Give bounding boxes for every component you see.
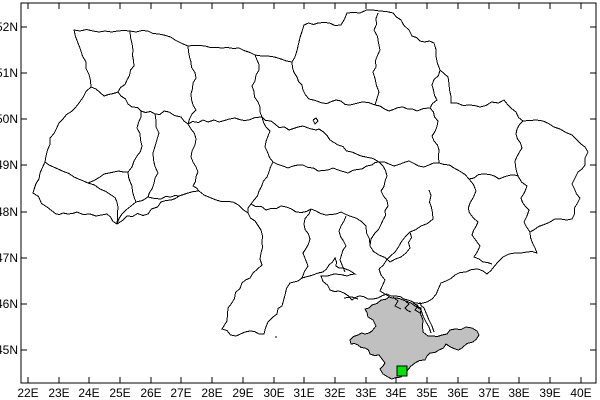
coast-detail: [343, 296, 359, 300]
oblast-boundary: [378, 189, 434, 270]
coast-detail: [392, 296, 402, 310]
y-axis-tick-label: 45N: [0, 343, 18, 357]
x-axis-tick-label: 28E: [201, 386, 222, 400]
oblast-boundary: [247, 116, 274, 213]
oblast-boundary: [379, 160, 470, 180]
oblast-boundary: [374, 104, 431, 112]
oblast-boundary: [369, 161, 389, 247]
x-axis-tick-label: 25E: [109, 386, 130, 400]
oblast-boundary: [44, 161, 119, 225]
oblast-boundary: [187, 45, 197, 125]
oblast-boundary: [117, 91, 189, 125]
oblast-boundary: [87, 170, 128, 184]
crimea-marker: [396, 365, 408, 377]
y-axis-tick-label: 47N: [0, 251, 18, 265]
x-axis-tick-label: 29E: [232, 386, 253, 400]
oblast-boundary: [147, 113, 160, 198]
x-axis-tick-label: 39E: [539, 386, 560, 400]
x-axis-tick-label: 37E: [478, 386, 499, 400]
coast-detail: [416, 303, 432, 334]
x-axis-tick-label: 32E: [324, 386, 345, 400]
x-axis-tick-label: 27E: [170, 386, 191, 400]
ukraine-mainland-outline: [32, 9, 589, 337]
oblast-boundary: [261, 116, 320, 131]
x-axis-tick-label: 35E: [416, 386, 437, 400]
crimea-region: [349, 296, 480, 380]
y-axis-tick-label: 49N: [0, 158, 18, 172]
y-axis-tick-label: 51N: [0, 66, 18, 80]
oblast-boundary: [369, 231, 413, 263]
x-axis-tick-label: 26E: [140, 386, 161, 400]
x-axis-tick-label: 30E: [263, 386, 284, 400]
oblast-boundary: [468, 211, 493, 265]
oblast-boundary: [301, 208, 312, 279]
oblast-boundary: [127, 111, 143, 173]
axis-frame: [20, 2, 597, 384]
oblast-boundary: [514, 120, 524, 177]
coast-detail: [419, 301, 435, 333]
x-axis-tick-label: 22E: [17, 386, 38, 400]
x-axis-tick-label: 40E: [570, 386, 591, 400]
x-axis-tick-label: 24E: [78, 386, 99, 400]
oblast-boundary: [250, 203, 371, 247]
y-axis-tick-label: 48N: [0, 205, 18, 219]
oblast-boundary: [517, 175, 531, 233]
oblast-boundary: [187, 116, 263, 125]
coast-detail: [403, 299, 412, 313]
y-axis-tick-label: 46N: [0, 297, 18, 311]
oblast-boundary: [291, 61, 376, 106]
oblast-boundary: [127, 171, 137, 203]
oblast-boundary: [272, 161, 380, 174]
oblast-boundary: [372, 12, 381, 106]
y-axis-tick-label: 50N: [0, 112, 18, 126]
oblast-boundary: [318, 128, 380, 163]
coast-detail: [412, 302, 421, 314]
oblast-boundary: [468, 173, 519, 180]
y-axis-tick-label: 52N: [0, 20, 18, 34]
oblast-boundary: [338, 215, 347, 273]
x-axis-tick-label: 34E: [385, 386, 406, 400]
oblast-boundary: [116, 194, 180, 225]
x-axis-tick-label: 36E: [447, 386, 468, 400]
oblast-boundary: [429, 69, 441, 109]
oblast-boundary: [467, 178, 477, 213]
x-axis-tick-label: 31E: [293, 386, 314, 400]
oblast-boundary: [429, 107, 440, 164]
oblast-boundary: [251, 54, 263, 118]
x-axis-tick-label: 33E: [355, 386, 376, 400]
oblast-boundary: [187, 123, 200, 192]
oblast-boundary: [90, 30, 135, 97]
coast-detail: [312, 117, 319, 125]
x-axis-tick-label: 23E: [48, 386, 69, 400]
x-axis-tick-label: 38E: [508, 386, 529, 400]
oblast-boundary: [378, 268, 391, 298]
